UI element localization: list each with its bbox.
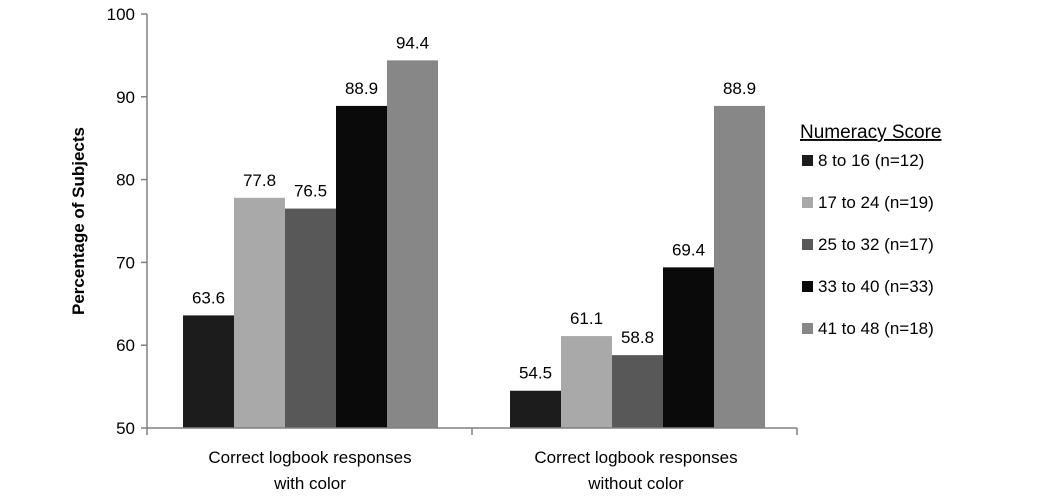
bar [561, 336, 612, 428]
x-category-label-line: with color [273, 474, 346, 493]
y-tick-label: 50 [116, 419, 135, 438]
bar [612, 355, 663, 428]
y-tick-label: 90 [116, 88, 135, 107]
bar [336, 105, 387, 429]
legend-label: 8 to 16 (n=12) [818, 151, 924, 170]
legend-label: 17 to 24 (n=19) [818, 193, 934, 212]
data-label: 88.9 [345, 79, 378, 98]
data-label: 54.5 [519, 364, 552, 383]
legend-swatch [802, 197, 813, 208]
bar [510, 390, 561, 428]
x-category-label: Correct logbook responses with color [208, 448, 411, 493]
bar [663, 267, 714, 428]
legend-title: Numeracy Score [800, 122, 942, 143]
legend-label: 41 to 48 (n=18) [818, 319, 934, 338]
data-label: 61.1 [570, 309, 603, 328]
x-category-label-line: without color [587, 474, 684, 493]
data-label: 77.8 [243, 171, 276, 190]
y-tick-label: 70 [116, 253, 135, 272]
bar [714, 105, 765, 429]
y-tick-label: 60 [116, 336, 135, 355]
legend-label: 25 to 32 (n=17) [818, 235, 934, 254]
x-category-label: Correct logbook responses without color [534, 448, 737, 493]
y-axis-title: Percentage of Subjects [69, 127, 88, 315]
data-label: 88.9 [723, 79, 756, 98]
data-label: 76.5 [294, 182, 327, 201]
y-tick-label: 80 [116, 171, 135, 190]
legend: Numeracy Score 8 to 16 (n=12) 17 to 24 (n=… [800, 122, 942, 338]
data-label: 58.8 [621, 328, 654, 347]
axes: 50 60 70 80 90 100 Correct logbook responses wi… [69, 5, 798, 493]
legend-swatch [802, 281, 813, 292]
data-label: 69.4 [672, 240, 705, 259]
y-tick-label: 100 [107, 5, 135, 24]
bar [234, 197, 285, 428]
data-label: 94.4 [396, 33, 429, 52]
legend-swatch [802, 323, 813, 334]
legend-swatch [802, 155, 813, 166]
x-category-label-line: Correct logbook responses [208, 448, 411, 467]
bar [387, 60, 438, 428]
legend-swatch [802, 239, 813, 250]
x-category-label-line: Correct logbook responses [534, 448, 737, 467]
plot-area: 63.6 54.5 77.8 61.1 76.5 58.8 88.9 69.4 94.4 88.9 [183, 33, 765, 429]
data-label: 63.6 [192, 288, 225, 307]
bar [285, 208, 336, 428]
bar [183, 315, 234, 428]
legend-label: 33 to 40 (n=33) [818, 277, 934, 296]
